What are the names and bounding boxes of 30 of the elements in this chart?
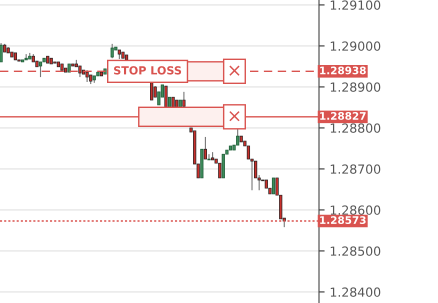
candlestick bbox=[78, 65, 82, 78]
candlestick bbox=[182, 91, 186, 107]
candlestick bbox=[218, 162, 222, 178]
y-tick-label: 1.29100 bbox=[330, 0, 380, 10]
candlestick bbox=[86, 70, 89, 83]
annotation: × bbox=[229, 66, 240, 76]
y-tick-label: 1.29000 bbox=[330, 41, 380, 51]
annotation: × bbox=[229, 111, 240, 122]
candlestick bbox=[0, 42, 3, 62]
candlestick bbox=[272, 178, 276, 194]
y-tick-label: 1.28600 bbox=[330, 205, 380, 215]
candlestick bbox=[118, 49, 121, 60]
candlestick bbox=[110, 43, 114, 59]
candlestick bbox=[254, 160, 258, 178]
candlestick bbox=[154, 86, 157, 98]
candlestick bbox=[38, 61, 42, 78]
y-tick-label: 1.28500 bbox=[330, 246, 380, 256]
candlestick bbox=[89, 74, 92, 85]
ref-line-label: 1.28827 bbox=[320, 112, 366, 120]
y-tick-label: 1.28900 bbox=[330, 82, 380, 92]
ref-line-label: 1.28938 bbox=[320, 66, 366, 74]
candlestick bbox=[164, 86, 168, 108]
candlestick bbox=[204, 136, 208, 160]
y-tick-label: 1.28800 bbox=[330, 123, 380, 133]
ref-line-label: 1.28573 bbox=[320, 216, 366, 224]
y-tick-label: 1.28700 bbox=[330, 164, 380, 174]
y-tick-label: 1.28400 bbox=[330, 287, 380, 297]
candlestick bbox=[150, 82, 154, 100]
candlestick bbox=[222, 154, 225, 178]
annotation: STOP LOSS bbox=[114, 66, 182, 75]
